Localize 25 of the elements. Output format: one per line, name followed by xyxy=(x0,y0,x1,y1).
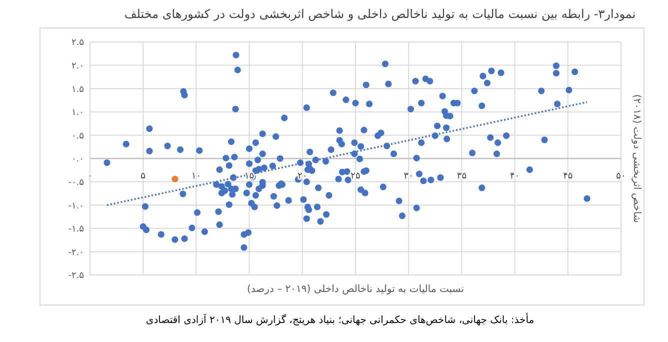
y-tick-label: ۰.۰ xyxy=(71,154,84,165)
chart-title: نمودار۳- رابطه بین نسبت مالیات به تولید ناخالص داخلی و شاخص اثربخشی دولت در کشورهای مختلف xyxy=(124,7,636,21)
y-tick-label: -۱.۵ xyxy=(68,224,84,235)
x-tick-label: ۲۵ xyxy=(350,172,360,182)
y-tick-label: ۱.۵ xyxy=(71,84,84,95)
y-tick-label: ۲.۵ xyxy=(71,38,84,48)
y-tick-label: ۲.۰ xyxy=(71,61,84,72)
y-tick-label: -۲.۵ xyxy=(68,271,84,282)
x-tick-label: ۰ xyxy=(88,172,92,182)
x-tick-label: ۲۰ xyxy=(298,172,308,182)
y-tick-label: ۱.۰ xyxy=(71,108,84,118)
y-tick-label: -۰.۵ xyxy=(68,178,84,188)
x-tick-label: ۴۰ xyxy=(510,172,520,182)
x-tick-label: ۳۵ xyxy=(456,172,467,182)
y-tick-label: -۲.۰ xyxy=(68,248,84,258)
x-tick-label: ۴۵ xyxy=(563,172,573,182)
text: مأخذ: بانک جهانی، شاخص‌های حکمرانی جهانی؛ بنیاد هریتج، گزارش سال ۲۰۱۹ آزادی اقتصادی xyxy=(146,312,534,326)
x-axis-title: نسبت مالیات به تولید ناخالص داخلی (۲۰۱۹ – درصد) xyxy=(246,284,464,295)
y-tick-label: ۰.۵ xyxy=(71,131,84,142)
y-tick-label: -۱.۰ xyxy=(68,201,84,212)
x-tick-label: ۵۰ xyxy=(616,172,626,182)
y-axis-title: شاخص اثربخشی دولت (۲۰۱۸) xyxy=(631,94,642,223)
x-tick-label: ۵ xyxy=(140,172,146,182)
x-tick-label: ۱۰ xyxy=(191,172,202,182)
x-tick-label: ۳۰ xyxy=(404,172,414,182)
